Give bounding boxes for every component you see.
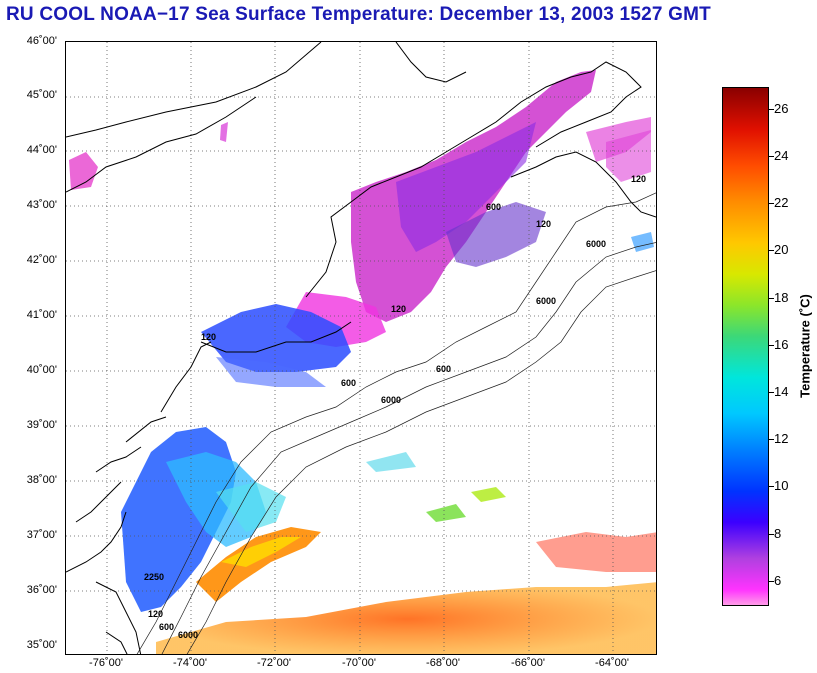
contour-labels: 120 600 6000 120 600 6000 120 600 6000 1… [144,174,646,640]
colorbar-tick: 22 [774,195,789,210]
contour-label: 6000 [178,630,198,640]
coastline [66,42,656,654]
lon-label: -70˚00' [342,657,376,669]
lat-label: 35˚00' [26,639,57,651]
lat-label: 40˚00' [26,364,57,376]
lat-label: 45˚00' [26,89,57,101]
lat-label: 37˚00' [26,529,57,541]
contour-label: 120 [148,609,163,619]
colorbar-label: Temperature (˚C) [797,294,813,398]
temperature-colorbar [722,87,769,606]
contour-label: 120 [201,332,216,342]
contour-label: 600 [436,364,451,374]
lat-label: 43˚00' [26,199,57,211]
lon-label: -66˚00' [511,657,545,669]
lat-label: 36˚00' [26,584,57,596]
lat-lon-grid [66,42,656,654]
sst-map: 120 600 6000 120 600 6000 120 600 6000 1… [65,41,657,655]
lon-label: -64˚00' [595,657,629,669]
contour-label: 6000 [536,296,556,306]
lat-label: 38˚00' [26,474,57,486]
colorbar-tick: 26 [774,101,789,116]
contour-label: 600 [341,378,356,388]
lat-label: 39˚00' [26,419,57,431]
sst-data-layer [69,70,656,654]
lat-label: 41˚00' [26,309,57,321]
colorbar-tick: 24 [774,148,789,163]
sst-map-canvas: 120 600 6000 120 600 6000 120 600 6000 1… [66,42,656,654]
contour-label: 120 [536,219,551,229]
contour-label: 600 [486,202,501,212]
map-title: RU COOL NOAA−17 Sea Surface Temperature:… [6,4,711,25]
colorbar-tick: 18 [774,290,789,305]
lon-label: -72˚00' [257,657,291,669]
contour-label: 600 [159,622,174,632]
colorbar-tick: 6 [774,573,782,588]
colorbar-tick: 10 [774,478,789,493]
bathymetry-contours [136,192,656,654]
lon-label: -68˚00' [426,657,460,669]
colorbar-tick: 16 [774,337,789,352]
lon-label: -74˚00' [173,657,207,669]
contour-label: 2250 [144,572,164,582]
lat-label: 42˚00' [26,254,57,266]
contour-label: 120 [391,304,406,314]
lat-label: 44˚00' [26,144,57,156]
colorbar-tick: 14 [774,384,789,399]
lat-label: 46˚00' [26,35,57,47]
colorbar-tick: 20 [774,242,789,257]
contour-label: 120 [631,174,646,184]
contour-label: 6000 [381,395,401,405]
lon-label: -76˚00' [89,657,123,669]
colorbar-tick: 8 [774,526,782,541]
colorbar-tick: 12 [774,431,789,446]
contour-label: 6000 [586,239,606,249]
